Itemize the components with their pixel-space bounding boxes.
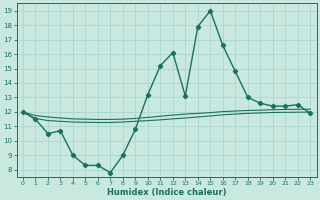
X-axis label: Humidex (Indice chaleur): Humidex (Indice chaleur)	[107, 188, 226, 197]
